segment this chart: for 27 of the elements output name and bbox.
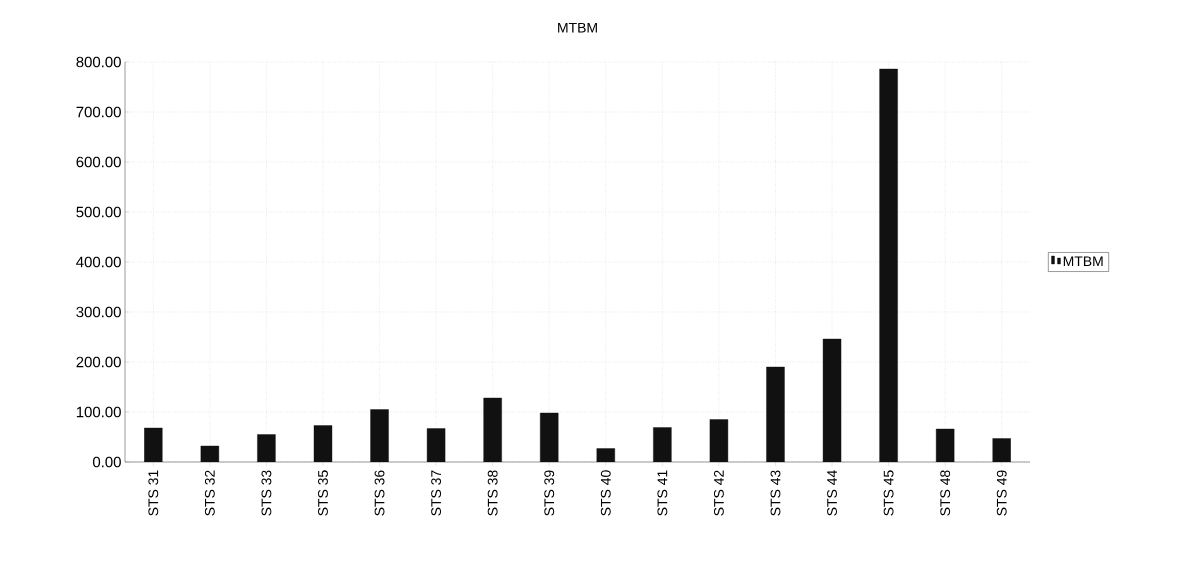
y-tick-label: 700.00	[76, 106, 121, 118]
y-tick-label: 800.00	[76, 56, 121, 68]
x-tick-label: STS 45	[883, 470, 894, 516]
x-tick-label: STS 36	[374, 470, 385, 516]
x-tick-label: STS 40	[600, 470, 611, 516]
x-tick-label: STS 38	[487, 470, 498, 516]
y-tick-label: 200.00	[76, 356, 121, 368]
x-tick-label: STS 33	[261, 470, 272, 516]
x-tick-label: STS 31	[148, 470, 159, 516]
y-tick-label: 600.00	[76, 156, 121, 168]
y-tick-label: 500.00	[76, 206, 121, 218]
x-tick-label: STS 32	[204, 470, 215, 516]
chart-title: MTBM	[558, 22, 597, 33]
y-tick-label: 300.00	[76, 306, 121, 318]
y-tick-label: 400.00	[76, 256, 121, 268]
legend-label: MTBM	[1063, 256, 1103, 267]
y-tick-label: 0.00	[92, 456, 121, 468]
x-tick-label: STS 35	[318, 470, 328, 516]
x-tick-label: STS 41	[657, 470, 668, 516]
y-tick-label: 100.00	[76, 406, 121, 418]
x-tick-label: STS 49	[996, 470, 1007, 516]
x-tick-label: STS 43	[770, 470, 781, 516]
x-tick-label: STS 48	[940, 470, 951, 516]
x-tick-label: STS 37	[431, 470, 442, 516]
x-tick-label: STS 39	[544, 470, 555, 516]
x-tick-label: STS 44	[827, 470, 837, 516]
x-tick-label: STS 42	[713, 470, 724, 516]
